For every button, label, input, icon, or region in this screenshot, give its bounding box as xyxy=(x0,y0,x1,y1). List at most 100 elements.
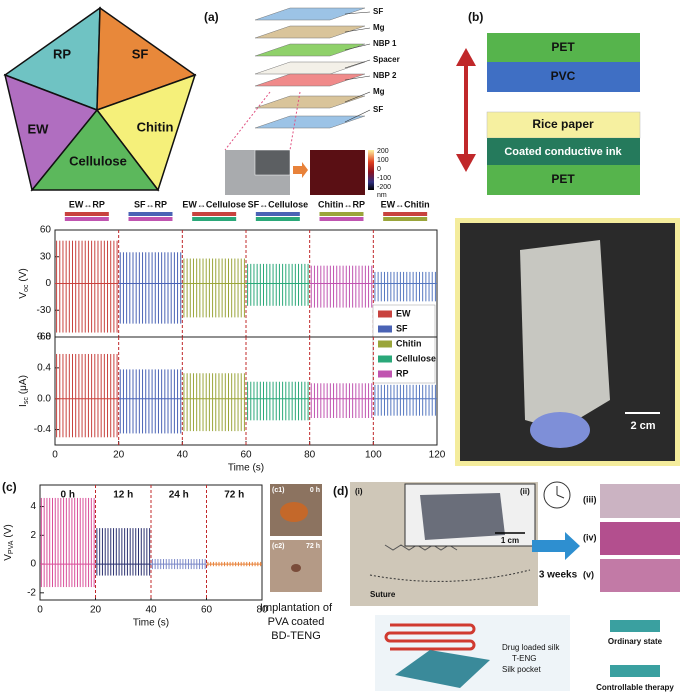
legend-swatch xyxy=(378,310,392,318)
pair-swatch xyxy=(319,212,364,216)
legend-swatch xyxy=(378,340,392,348)
y-tick-label: 0 xyxy=(45,278,51,289)
time-label: 72 h xyxy=(306,543,320,550)
state-label: Controllable therapy xyxy=(596,683,674,692)
subpanel-label: (v) xyxy=(583,569,594,579)
colorbar-tick: 100 xyxy=(377,157,389,164)
y-tick-label: -0.4 xyxy=(34,424,52,435)
legend: EW SF Chitin Cellulose RP xyxy=(372,304,436,384)
pair-label: EW↔RP xyxy=(69,199,105,209)
pentagon-label: Cellulose xyxy=(69,153,127,168)
panel-label: (b) xyxy=(468,10,483,24)
x-tick-label: 20 xyxy=(90,605,102,616)
zoom-line xyxy=(224,91,271,151)
x-tick-label: 40 xyxy=(177,450,189,461)
panel-label: (a) xyxy=(204,10,219,24)
arrow xyxy=(293,162,308,178)
implant-site xyxy=(291,564,301,572)
y-tick-label: -2 xyxy=(27,587,36,598)
subpanel-label: (i) xyxy=(355,487,363,496)
y-axis-label-unit: (μA) xyxy=(18,375,29,394)
sem-inset xyxy=(254,149,291,176)
colorbar-tick: 200 xyxy=(377,148,389,155)
pair-label: SF↔Cellulose xyxy=(248,199,309,209)
pair-swatch xyxy=(192,212,237,216)
legend-label: Cellulose xyxy=(396,353,436,363)
afm-image xyxy=(310,150,365,195)
layer-label: Coated conductive ink xyxy=(504,146,622,158)
heater xyxy=(384,623,476,651)
segment-label: 72 h xyxy=(224,490,244,501)
x-tick-label: 80 xyxy=(304,450,316,461)
clock-hands xyxy=(556,486,565,499)
legend-label: EW xyxy=(396,308,411,318)
pair-swatch xyxy=(255,212,300,216)
y-axis-label-unit: (V) xyxy=(18,268,29,281)
scale-label: 2 cm xyxy=(630,420,655,432)
caption: PVA coated xyxy=(268,616,325,628)
pentagon-label: RP xyxy=(53,46,71,61)
y-axis-label-sub: sc xyxy=(23,397,30,405)
colorbar-tick: 0 xyxy=(377,166,381,173)
histology xyxy=(600,522,680,555)
pair-swatch xyxy=(255,217,300,221)
pair-label: EW↔Cellulose xyxy=(182,199,246,209)
y-axis-label-main: V xyxy=(3,554,14,561)
x-tick-label: 80 xyxy=(256,605,268,616)
y-axis-label-main: V xyxy=(18,292,29,299)
part-label: Drug loaded silk xyxy=(502,643,560,652)
layer-label: Mg xyxy=(373,23,385,32)
x-tick-label: 60 xyxy=(240,450,252,461)
y-tick-label: -30 xyxy=(37,305,52,316)
layer xyxy=(254,115,366,129)
segment-label: 0 h xyxy=(61,490,75,501)
y-tick-label: -60 xyxy=(37,332,52,343)
pair-swatch xyxy=(64,217,109,221)
y-tick-label: 60 xyxy=(40,225,52,236)
double-arrow xyxy=(456,48,476,172)
layer-pet xyxy=(487,33,640,62)
y-axis-label: VPVA (V) xyxy=(3,524,15,561)
legend-swatch xyxy=(378,325,392,333)
device xyxy=(395,650,490,688)
implant xyxy=(280,502,308,522)
caption: BD-TENG xyxy=(271,630,321,642)
layer-label: NBP 1 xyxy=(373,39,397,48)
layer xyxy=(254,7,366,21)
y-tick-label: 0.8 xyxy=(37,332,51,343)
pair-swatch xyxy=(128,217,173,221)
x-axis-label: Time (s) xyxy=(228,463,264,474)
region-ew xyxy=(3,73,99,192)
duration-label: 3 weeks xyxy=(539,570,578,581)
part-label: T-ENG xyxy=(512,654,536,663)
legend-swatch xyxy=(378,355,392,363)
pair-label: Chitin↔RP xyxy=(318,199,365,209)
x-tick-label: 60 xyxy=(201,605,213,616)
y-tick-label: 0.0 xyxy=(37,393,51,404)
segment-label: 12 h xyxy=(113,490,133,501)
state-label: Ordinary state xyxy=(608,637,663,646)
y-axis-label-sub: oc xyxy=(23,284,30,292)
histology xyxy=(600,484,680,518)
y-tick-label: 30 xyxy=(40,251,52,262)
layer-label: Spacer xyxy=(373,55,400,64)
layer-label: PET xyxy=(551,172,575,186)
colorbar-tick: -200 xyxy=(377,184,391,191)
subpanel-label: (c1) xyxy=(272,487,284,494)
stitches xyxy=(384,544,458,551)
layer xyxy=(254,95,366,109)
layer-ink xyxy=(487,138,640,165)
panel-label: (c) xyxy=(2,480,17,494)
layer xyxy=(254,73,366,87)
subpanel-label: (ii) xyxy=(520,487,530,496)
x-tick-label: 0 xyxy=(52,450,58,461)
state-device xyxy=(610,665,660,677)
colorbar-unit: nm xyxy=(377,192,387,199)
suture-line xyxy=(369,569,531,582)
state-device xyxy=(610,620,660,632)
layer-label: SF xyxy=(373,7,383,16)
x-tick-label: 20 xyxy=(113,450,125,461)
pair-swatch xyxy=(192,217,237,221)
segment-label: 24 h xyxy=(169,490,189,501)
